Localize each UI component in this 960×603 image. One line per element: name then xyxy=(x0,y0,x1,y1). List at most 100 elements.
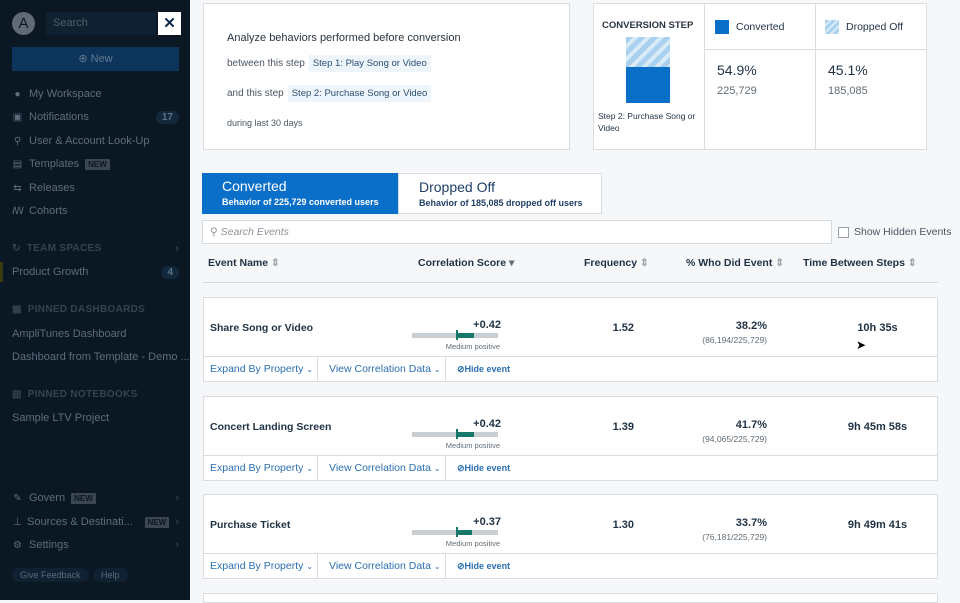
search-events-input[interactable]: ⚲ Search Events xyxy=(202,220,832,244)
table-row: Purchase Ticket +0.37 Medium positive 1.… xyxy=(203,494,938,579)
pct-detail: (76,181/225,729) xyxy=(702,532,767,542)
correlation-bar xyxy=(412,330,498,340)
label: Sources & Destinati... xyxy=(27,516,133,528)
eye-slash-icon: ⊘ xyxy=(457,561,465,571)
expand-by-property-button[interactable]: Expand By Property ⌄ xyxy=(210,363,314,375)
team-spaces-header[interactable]: ↻ TEAM SPACES › xyxy=(12,238,179,258)
col-correlation-score[interactable]: Correlation Score ▾ xyxy=(418,257,515,269)
amplitude-logo[interactable]: A xyxy=(12,12,35,35)
label: Product Growth xyxy=(12,266,89,278)
cohorts-icon: ꟿ xyxy=(12,205,24,217)
time-between-steps: 9h 45m 58s xyxy=(847,420,908,433)
conversion-bar xyxy=(626,37,670,103)
sort-icon: ⇕ xyxy=(271,257,280,269)
chevron-down-icon: ⌄ xyxy=(433,562,441,571)
templates-icon: ▤ xyxy=(12,158,23,170)
correlation-zero-marker xyxy=(456,428,458,439)
chevron-right-icon: › xyxy=(175,242,179,254)
new-tag: NEW xyxy=(85,158,110,170)
eye-slash-icon: ⊘ xyxy=(457,364,465,374)
col-pct-who-did-event[interactable]: % Who Did Event ⇕ xyxy=(686,257,785,269)
correlation-strength: Medium positive xyxy=(445,539,500,548)
dropped-count: 185,085 xyxy=(828,85,868,97)
sidebar-item-sources[interactable]: ⊥ Sources & Destinati... NEW › xyxy=(12,512,179,532)
expand-by-property-button[interactable]: Expand By Property ⌄ xyxy=(210,560,314,572)
new-tag: NEW xyxy=(71,492,96,504)
event-name: Purchase Ticket xyxy=(210,519,291,531)
sidebar-item-product-growth[interactable]: Product Growth 4 xyxy=(12,262,179,282)
show-hidden-events[interactable]: Show Hidden Events xyxy=(838,226,951,238)
tab-label: Dropped Off xyxy=(419,179,496,195)
correlation-fill xyxy=(456,333,474,338)
correlation-zero-marker xyxy=(456,330,458,340)
table-row xyxy=(203,593,938,603)
help-button[interactable]: Help xyxy=(93,568,128,582)
chevron-right-icon: › xyxy=(175,492,179,504)
row-actions: Expand By Property ⌄ View Correlation Da… xyxy=(204,454,937,481)
step1-chip[interactable]: Step 1: Play Song or Video xyxy=(308,55,431,72)
plus-icon: ⊕ xyxy=(78,53,88,65)
releases-icon: ⇆ xyxy=(13,182,22,194)
row-actions: Expand By Property ⌄ View Correlation Da… xyxy=(204,356,937,382)
sidebar-item-my-workspace[interactable]: ● My Workspace xyxy=(12,84,179,104)
label: User & Account Look-Up xyxy=(29,135,150,147)
close-icon[interactable]: ✕ xyxy=(158,12,181,35)
dashboard-item[interactable]: AmpliTunes Dashboard xyxy=(12,324,179,344)
sidebar-item-user-lookup[interactable]: ⚲ User & Account Look-Up xyxy=(12,131,179,151)
label: between this step xyxy=(227,58,305,69)
hide-event-button[interactable]: ⊘Hide event xyxy=(457,561,511,571)
pct-who-did-event: 38.2% xyxy=(735,320,767,332)
sidebar-item-govern[interactable]: ✎ Govern NEW › xyxy=(12,488,179,508)
sidebar-item-cohorts[interactable]: ꟿ Cohorts xyxy=(12,201,179,221)
sidebar-search-input[interactable]: Search xyxy=(46,12,156,35)
label: TEAM SPACES xyxy=(26,242,102,254)
hide-event-button[interactable]: ⊘Hide event xyxy=(457,462,511,473)
view-correlation-data-button[interactable]: View Correlation Data ⌄ xyxy=(329,461,441,474)
checkbox[interactable] xyxy=(838,226,849,238)
pinned-dashboards-header: ▦ PINNED DASHBOARDS xyxy=(12,299,179,319)
sidebar-item-notifications[interactable]: ▣ Notifications 17 xyxy=(12,107,179,127)
view-correlation-data-button[interactable]: View Correlation Data ⌄ xyxy=(329,363,441,375)
team-spaces-icon: ↻ xyxy=(12,242,21,254)
pinned-notebooks-header: ▥ PINNED NOTEBOOKS xyxy=(12,384,179,404)
sidebar-item-settings[interactable]: ⚙ Settings › xyxy=(12,535,179,555)
pct-who-did-event: 41.7% xyxy=(735,418,767,431)
notebook-item[interactable]: Sample LTV Project xyxy=(12,408,179,428)
label: Govern xyxy=(29,492,66,504)
correlation-score: +0.42 xyxy=(473,417,501,430)
label: Cohorts xyxy=(29,205,68,217)
sidebar-item-templates[interactable]: ▤ Templates NEW xyxy=(12,154,179,174)
step2-chip[interactable]: Step 2: Purchase Song or Video xyxy=(287,85,432,102)
frequency: 1.39 xyxy=(612,420,634,433)
chevron-right-icon: › xyxy=(175,516,179,528)
summary-title: Analyze behaviors performed before conve… xyxy=(227,32,461,44)
tab-converted[interactable]: Converted Behavior of 225,729 converted u… xyxy=(202,173,398,214)
tab-dropped-off[interactable]: Dropped Off Behavior of 185,085 dropped o… xyxy=(398,173,602,214)
sidebar: A Search ✕ ⊕ New ● My Workspace ▣ Notifica… xyxy=(0,0,190,600)
view-correlation-data-button[interactable]: View Correlation Data ⌄ xyxy=(329,560,441,572)
gear-icon: ⚙ xyxy=(13,539,22,551)
converted-label: Converted xyxy=(736,21,785,33)
col-frequency[interactable]: Frequency ⇕ xyxy=(584,257,649,269)
col-event-name[interactable]: Event Name ⇕ xyxy=(208,257,280,269)
expand-by-property-button[interactable]: Expand By Property ⌄ xyxy=(210,461,314,474)
hide-event-button[interactable]: ⊘Hide event xyxy=(457,364,511,374)
new-button[interactable]: ⊕ New xyxy=(12,47,179,71)
label: AmpliTunes Dashboard xyxy=(12,328,127,340)
search-icon: ⚲ xyxy=(210,226,218,238)
label: PINNED DASHBOARDS xyxy=(27,303,146,315)
header-divider xyxy=(203,282,938,283)
tab-sub: Behavior of 185,085 dropped off users xyxy=(419,198,583,208)
sidebar-item-releases[interactable]: ⇆ Releases xyxy=(12,178,179,198)
chevron-down-icon: ⌄ xyxy=(306,365,314,374)
label: Releases xyxy=(29,182,75,194)
count-badge: 4 xyxy=(161,265,179,279)
col-time-between-steps[interactable]: Time Between Steps ⇕ xyxy=(803,257,917,269)
label: Show Hidden Events xyxy=(854,226,952,238)
give-feedback-button[interactable]: Give Feedback xyxy=(12,568,89,582)
sitemap-icon: ⊥ xyxy=(13,516,22,528)
correlation-strength: Medium positive xyxy=(445,342,500,351)
correlation-score: +0.42 xyxy=(473,319,501,331)
dashboard-item[interactable]: Dashboard from Template - Demo ... xyxy=(12,347,190,367)
sort-icon: ⇕ xyxy=(640,257,649,269)
